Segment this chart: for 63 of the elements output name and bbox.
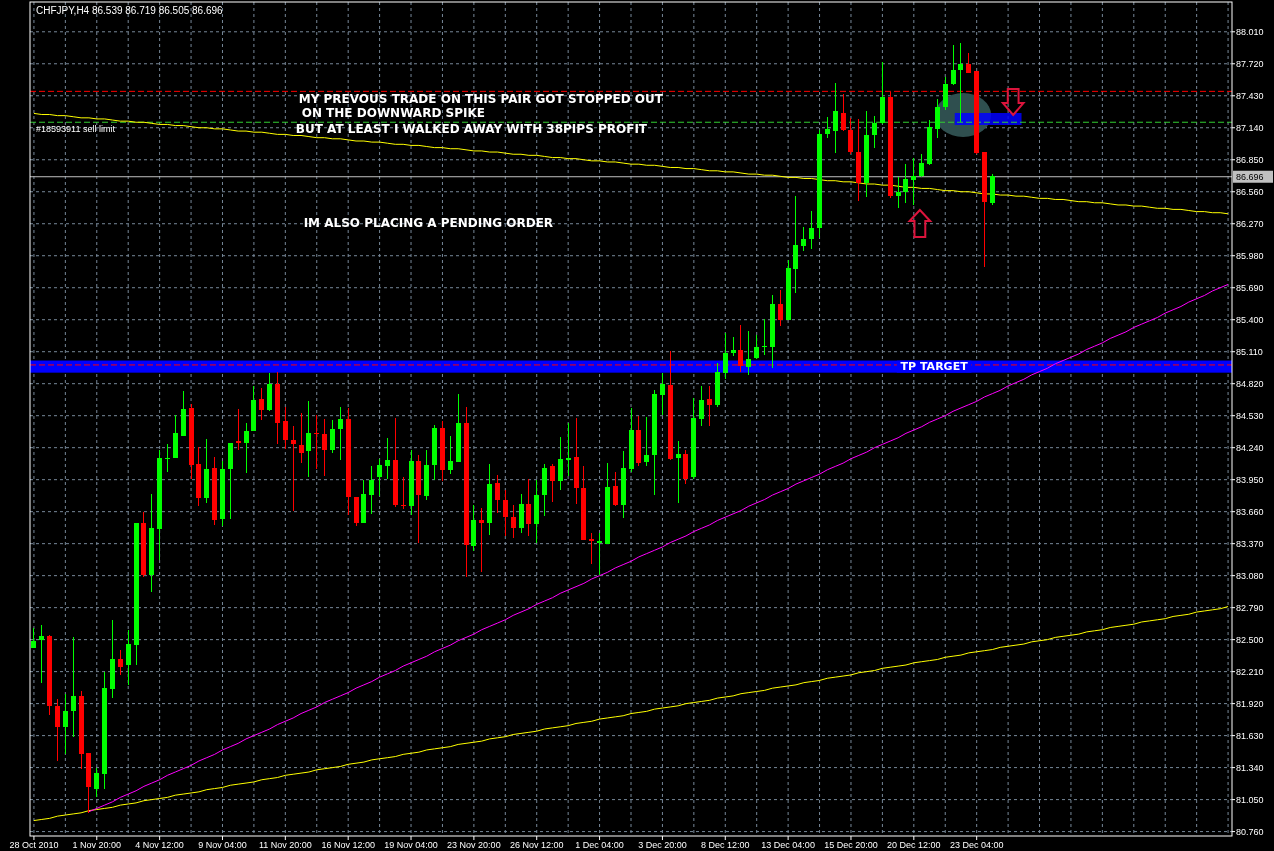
y-tick-label: 82.790 — [1236, 602, 1264, 613]
y-tick-label: 85.980 — [1236, 250, 1264, 261]
y-tick-label: 82.210 — [1236, 666, 1264, 677]
y-tick-label: 88.010 — [1236, 26, 1264, 37]
y-tick-label: 81.630 — [1236, 730, 1264, 741]
y-tick-label: 87.140 — [1236, 122, 1264, 133]
x-tick-label: 8 Dec 12:00 — [701, 840, 750, 850]
y-tick-label: 83.660 — [1236, 506, 1264, 517]
y-tick-label: 85.690 — [1236, 282, 1264, 293]
annotation: IM ALSO PLACING A PENDING ORDER — [303, 216, 554, 230]
candlestick — [762, 319, 767, 355]
y-tick-label: 83.080 — [1236, 570, 1264, 581]
candlestick — [958, 43, 963, 122]
annotation: BUT AT LEAST I WALKED AWAY WITH 38PIPS PROFIT — [295, 122, 648, 136]
candlestick — [165, 444, 170, 472]
candlestick — [911, 158, 916, 205]
x-tick-label: 11 Nov 20:00 — [258, 840, 312, 850]
x-tick-label: 9 Nov 04:00 — [198, 840, 247, 850]
y-tick-label: 82.500 — [1236, 634, 1264, 645]
x-tick-label: 1 Dec 04:00 — [575, 840, 624, 850]
y-tick-label: 81.340 — [1236, 762, 1264, 773]
x-tick-label: 16 Nov 12:00 — [321, 840, 375, 850]
chart-title: CHFJPY,H4 86.539 86.719 86.505 86.696 — [36, 5, 224, 16]
x-tick-label: 26 Nov 12:00 — [509, 840, 564, 850]
candlestick — [401, 477, 406, 509]
candlestick — [597, 533, 602, 575]
annotation: MY PREVOUS TRADE ON THIS PAIR GOT STOPPED OUT — [298, 92, 664, 106]
ref-line-label: 86.696 — [1236, 171, 1264, 182]
line-series — [88, 283, 1229, 813]
y-tick-label: 83.950 — [1236, 474, 1264, 485]
x-tick-label: 19 Nov 04:00 — [384, 840, 438, 850]
x-tick-label: 13 Dec 04:00 — [761, 840, 815, 850]
candlestick — [479, 508, 484, 572]
candlestick — [236, 409, 241, 450]
line-series — [33, 606, 1229, 822]
x-tick-label: 23 Dec 04:00 — [949, 840, 1004, 850]
y-tick-label: 85.400 — [1236, 314, 1264, 325]
annotation: ON THE DOWNWARD SPIKE — [301, 106, 485, 120]
y-tick-label: 81.050 — [1236, 794, 1264, 805]
candlestick — [566, 423, 571, 476]
y-tick-label: 84.820 — [1236, 378, 1264, 389]
x-tick-label: 15 Dec 20:00 — [824, 840, 878, 850]
y-tick-label: 87.430 — [1236, 90, 1264, 101]
x-tick-label: 28 Oct 2010 — [9, 840, 59, 850]
y-tick-label: 86.560 — [1236, 186, 1264, 197]
y-tick-label: 86.850 — [1236, 154, 1264, 165]
candlestick — [291, 426, 296, 511]
y-tick-label: 85.110 — [1236, 346, 1263, 357]
y-tick-label: 81.920 — [1236, 698, 1264, 709]
band-label: TP TARGET — [900, 360, 969, 374]
x-tick-label: 23 Nov 20:00 — [447, 840, 501, 850]
y-tick-label: 84.240 — [1236, 442, 1264, 453]
x-tick-label: 3 Dec 20:00 — [638, 840, 687, 850]
y-tick-label: 86.270 — [1236, 218, 1264, 229]
ref-line-label: #18593911 sell limit — [36, 124, 116, 135]
y-tick-label: 80.760 — [1236, 826, 1264, 837]
x-tick-label: 20 Dec 12:00 — [887, 840, 941, 850]
x-tick-label: 1 Nov 20:00 — [72, 840, 122, 850]
candlestick — [314, 415, 319, 469]
y-tick-label: 87.720 — [1236, 58, 1264, 69]
x-tick-label: 4 Nov 12:00 — [135, 840, 184, 850]
y-tick-label: 84.530 — [1236, 410, 1264, 421]
y-tick-label: 83.370 — [1236, 538, 1264, 549]
